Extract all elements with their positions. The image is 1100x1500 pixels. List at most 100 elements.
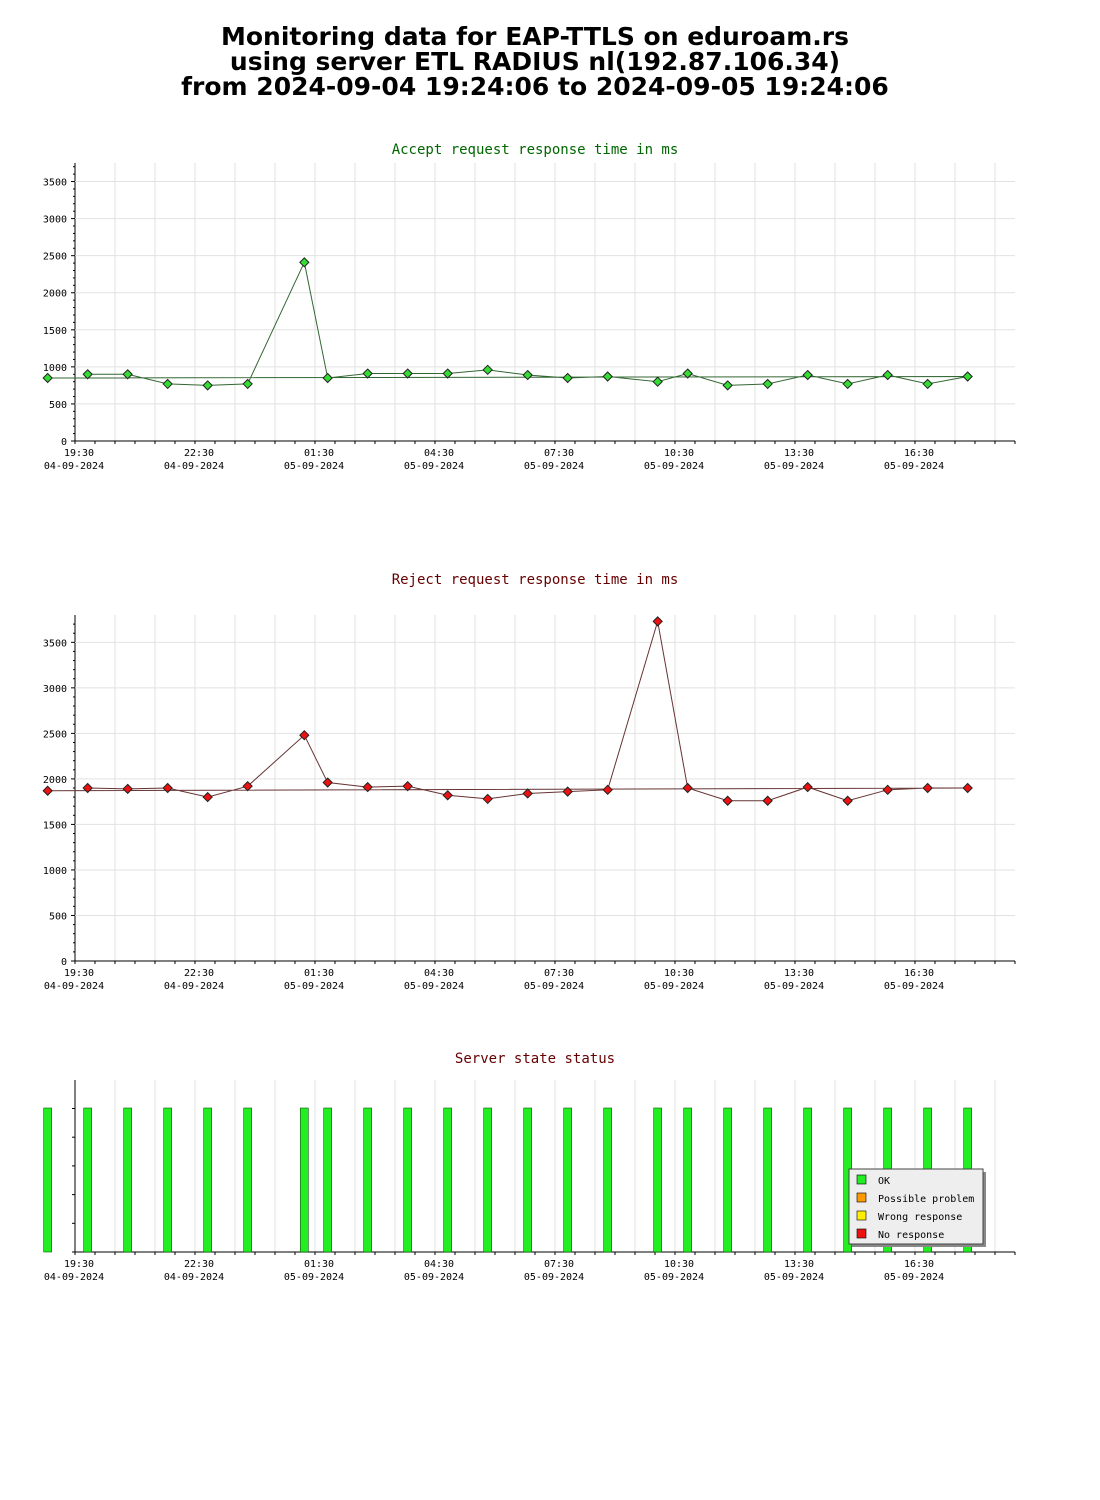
legend-swatch: [856, 1192, 867, 1203]
chart2-y-tick-label: 2000: [43, 775, 67, 786]
status-bar: [300, 1107, 309, 1253]
chart2-series-line: [47, 621, 968, 802]
chart1-data-point: [882, 369, 893, 381]
legend-swatch: [856, 1228, 867, 1239]
chart1-y-tick-label: 1000: [43, 363, 67, 374]
chart1-y-tick-label: 0: [61, 437, 67, 448]
chart1-x-time-label: 19:30: [64, 448, 94, 459]
status-bar: [123, 1107, 132, 1253]
status-bar: [363, 1107, 372, 1253]
status-bar: [763, 1107, 772, 1253]
chart2-data-point: [652, 616, 663, 627]
chart1-x-date-label: 05-09-2024: [644, 461, 704, 472]
chart2-data-point: [42, 785, 53, 796]
legend-label: Possible problem: [878, 1194, 974, 1205]
chart2-x-time-label: 13:30: [784, 968, 814, 979]
chart1-data-point: [842, 378, 853, 390]
chart1-data-point: [242, 378, 253, 390]
status-bar: [563, 1107, 572, 1253]
status-bar: [323, 1107, 332, 1253]
status-x-time-label: 04:30: [424, 1259, 454, 1270]
chart1-data-point: [42, 372, 53, 384]
chart1-x-date-label: 04-09-2024: [44, 461, 104, 472]
title-line-3: from 2024-09-04 19:24:06 to 2024-09-05 1…: [181, 72, 889, 101]
status-bar: [483, 1107, 492, 1253]
chart2-x-time-label: 22:30: [184, 968, 214, 979]
chart2-data-point: [122, 783, 133, 795]
chart2-data-point: [362, 781, 373, 793]
chart1-x-time-label: 10:30: [664, 448, 694, 459]
chart2-data-point: [562, 786, 573, 797]
status-bar: [43, 1107, 52, 1253]
status-bar: [603, 1107, 612, 1253]
chart2-data-point: [442, 790, 453, 801]
chart2-data-point: [402, 780, 413, 792]
legend-box: [848, 1168, 984, 1245]
status-bar: [723, 1107, 732, 1253]
chart1-x-date-label: 05-09-2024: [764, 461, 824, 472]
chart2-data-point: [762, 795, 773, 806]
status-bar: [83, 1107, 92, 1253]
status-bar: [203, 1107, 212, 1253]
status-bar: [683, 1107, 692, 1253]
chart1-data-point: [922, 378, 933, 390]
chart2-x-date-label: 05-09-2024: [524, 981, 584, 992]
chart2-data-point: [882, 784, 893, 796]
chart2-data-point: [482, 793, 493, 805]
chart1-x-time-label: 22:30: [184, 448, 214, 459]
status-bar: [443, 1107, 452, 1253]
status-x-time-label: 22:30: [184, 1259, 214, 1270]
chart1-data-point: [482, 364, 493, 376]
status-bar: [523, 1107, 532, 1253]
chart2-x-date-label: 04-09-2024: [164, 981, 224, 992]
report-title: Monitoring data for EAP-TTLS on eduroam.…: [0, 24, 1070, 99]
chart2-data-point: [962, 782, 973, 794]
status-x-time-label: 01:30: [304, 1259, 334, 1270]
legend-label: OK: [878, 1176, 890, 1187]
chart2-x-date-label: 05-09-2024: [764, 981, 824, 992]
chart2-data-point: [602, 784, 613, 796]
chart2-x-date-label: 05-09-2024: [404, 981, 464, 992]
chart1-data-point: [362, 368, 373, 379]
chart2-y-tick-label: 1500: [43, 820, 67, 831]
title-line-1: Monitoring data for EAP-TTLS on eduroam.…: [220, 22, 849, 51]
status-x-date-label: 05-09-2024: [404, 1272, 464, 1283]
chart1-data-point: [652, 376, 663, 387]
chart1-x-time-label: 16:30: [904, 448, 934, 459]
chart1-data-point: [962, 371, 973, 382]
chart2-y-tick-label: 2500: [43, 729, 67, 740]
chart1-data-point: [602, 371, 613, 382]
chart1-x-date-label: 04-09-2024: [164, 461, 224, 472]
chart1-data-point: [122, 369, 133, 380]
chart2-data-point: [922, 782, 933, 794]
chart1-x-date-label: 05-09-2024: [284, 461, 344, 472]
status-x-date-label: 04-09-2024: [44, 1272, 104, 1283]
legend-swatch: [856, 1210, 867, 1221]
status-x-date-label: 05-09-2024: [644, 1272, 704, 1283]
chart1-data-point: [162, 378, 173, 390]
chart1-x-time-label: 01:30: [304, 448, 334, 459]
status-bar: [163, 1107, 172, 1253]
status-title: Server state status: [455, 1051, 615, 1067]
chart2-y-tick-label: 3000: [43, 684, 67, 695]
status-bar: [243, 1107, 252, 1253]
chart2-x-date-label: 05-09-2024: [284, 981, 344, 992]
status-x-time-label: 10:30: [664, 1259, 694, 1270]
chart2-x-time-label: 01:30: [304, 968, 334, 979]
status-x-date-label: 05-09-2024: [284, 1272, 344, 1283]
chart1-data-point: [682, 368, 693, 379]
status-bar: [803, 1107, 812, 1253]
chart1-x-time-label: 07:30: [544, 448, 574, 459]
chart2-y-tick-label: 500: [49, 911, 67, 922]
chart2-x-time-label: 04:30: [424, 968, 454, 979]
chart1-data-point: [562, 372, 573, 384]
chart1-y-tick-label: 2500: [43, 252, 67, 263]
chart2-x-time-label: 10:30: [664, 968, 694, 979]
status-x-date-label: 05-09-2024: [884, 1272, 944, 1283]
chart1-data-point: [442, 368, 453, 379]
chart2-y-tick-label: 3500: [43, 638, 67, 649]
status-x-date-label: 05-09-2024: [764, 1272, 824, 1283]
chart1-title: Accept request response time in ms: [392, 142, 679, 158]
chart2-data-point: [842, 795, 853, 806]
status-bar: [653, 1107, 662, 1253]
